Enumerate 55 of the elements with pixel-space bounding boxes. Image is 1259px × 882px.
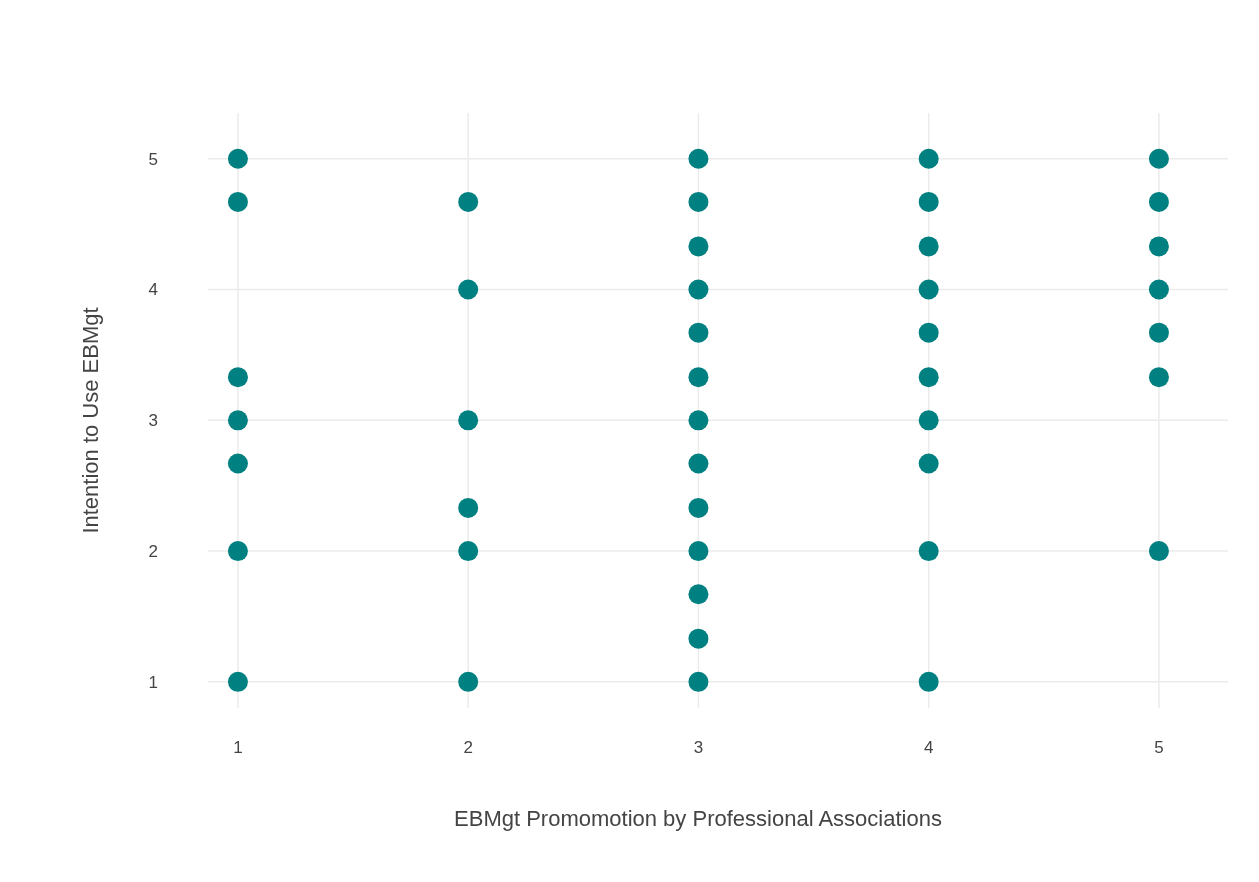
point bbox=[1148, 148, 1169, 169]
point bbox=[688, 584, 709, 605]
point bbox=[918, 453, 939, 474]
x-axis-title: EBMgt Promomotion by Professional Associations bbox=[454, 806, 942, 831]
point bbox=[458, 279, 479, 300]
y-axis-title: Intention to Use EBMgt bbox=[78, 307, 103, 534]
y-tick-label: 2 bbox=[148, 542, 158, 562]
point bbox=[688, 453, 709, 474]
point bbox=[918, 191, 939, 212]
point bbox=[688, 497, 709, 518]
point bbox=[688, 236, 709, 257]
point bbox=[688, 628, 709, 649]
point bbox=[918, 148, 939, 169]
y-tick-label: 5 bbox=[148, 149, 158, 169]
point bbox=[1148, 236, 1169, 257]
point bbox=[227, 367, 248, 388]
point bbox=[918, 236, 939, 257]
point bbox=[688, 148, 709, 169]
point bbox=[918, 671, 939, 692]
y-tick-label: 1 bbox=[148, 672, 158, 692]
point bbox=[918, 410, 939, 431]
point bbox=[227, 671, 248, 692]
point bbox=[458, 410, 479, 431]
x-tick-label: 1 bbox=[233, 738, 243, 757]
point bbox=[1148, 322, 1169, 343]
x-tick-label: 2 bbox=[463, 738, 473, 757]
point bbox=[458, 191, 479, 212]
point bbox=[1148, 541, 1169, 562]
x-tick-label: 3 bbox=[693, 738, 704, 757]
point bbox=[918, 322, 939, 343]
point bbox=[1148, 367, 1169, 388]
point bbox=[688, 191, 709, 212]
point bbox=[918, 279, 939, 300]
y-tick-label: 3 bbox=[148, 411, 158, 431]
point bbox=[458, 541, 479, 562]
y-tick-label: 4 bbox=[148, 280, 158, 300]
point bbox=[1148, 191, 1169, 212]
x-tick-label: 4 bbox=[923, 738, 934, 757]
point bbox=[918, 367, 939, 388]
point bbox=[688, 541, 709, 562]
point bbox=[688, 279, 709, 300]
point bbox=[688, 671, 709, 692]
point bbox=[227, 410, 248, 431]
point bbox=[688, 367, 709, 388]
point bbox=[227, 148, 248, 169]
point bbox=[227, 191, 248, 212]
point bbox=[227, 541, 248, 562]
point bbox=[227, 453, 248, 474]
x-tick-label: 5 bbox=[1154, 738, 1164, 757]
point bbox=[458, 497, 479, 518]
point bbox=[688, 410, 709, 431]
point bbox=[918, 541, 939, 562]
point bbox=[1148, 279, 1169, 300]
point bbox=[458, 671, 479, 692]
point bbox=[688, 322, 709, 343]
